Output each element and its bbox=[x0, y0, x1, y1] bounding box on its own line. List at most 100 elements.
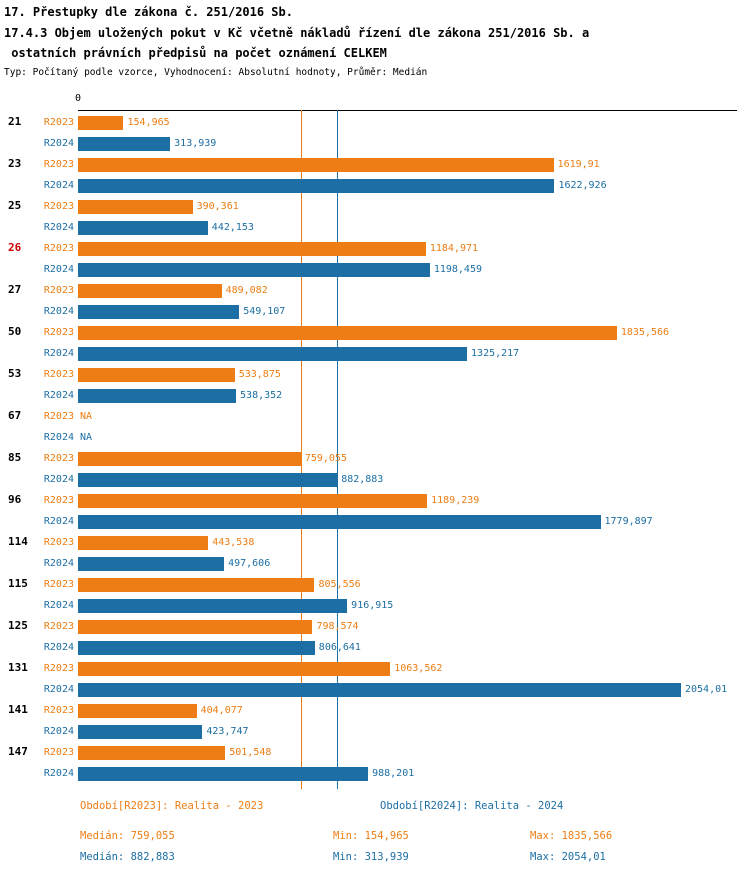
series-label-r2023: R2023 bbox=[43, 117, 74, 128]
value-label-21-r2023: 154,965 bbox=[127, 117, 170, 128]
report-title-line3: ostatních právních předpisů na počet ozn… bbox=[4, 46, 387, 60]
series-label-r2023: R2023 bbox=[43, 621, 74, 632]
series-label-r2024: R2024 bbox=[43, 726, 74, 737]
series-label-r2024: R2024 bbox=[43, 684, 74, 695]
value-label-114-r2024: 497,606 bbox=[228, 558, 271, 569]
stat-min-2023: Min: 154,965 bbox=[333, 830, 409, 842]
category-label-67: 67 bbox=[8, 409, 22, 422]
value-label-114-r2023: 443,538 bbox=[212, 537, 255, 548]
series-label-r2024: R2024 bbox=[43, 768, 74, 779]
chart-row-27-r2024: R2024 549,107 bbox=[0, 301, 750, 322]
bar-147-r2024 bbox=[78, 766, 369, 781]
chart-row-25-r2023: 25 R2023 390,361 bbox=[0, 196, 750, 217]
chart-row-131-r2023: 131 R2023 1063,562 bbox=[0, 658, 750, 679]
value-label-85-r2024: 882,883 bbox=[341, 474, 384, 485]
stat-max-2024: Max: 2054,01 bbox=[530, 851, 606, 863]
chart-row-21-r2023: 21 R2023 154,965 bbox=[0, 112, 750, 133]
series-label-r2024: R2024 bbox=[43, 390, 74, 401]
value-label-50-r2024: 1325,217 bbox=[471, 348, 520, 359]
bar-115-r2024 bbox=[78, 598, 348, 613]
value-label-27-r2023: 489,082 bbox=[225, 285, 268, 296]
bar-115-r2023 bbox=[78, 577, 315, 592]
bar-25-r2023 bbox=[78, 199, 193, 214]
value-label-53-r2023: 533,875 bbox=[238, 369, 281, 380]
bar-53-r2024 bbox=[78, 388, 237, 403]
chart-row-85-r2024: R2024 882,883 bbox=[0, 469, 750, 490]
chart-row-115-r2023: 115 R2023 805,556 bbox=[0, 574, 750, 595]
series-label-r2024: R2024 bbox=[43, 264, 74, 275]
value-label-131-r2023: 1063,562 bbox=[394, 663, 443, 674]
series-label-r2023: R2023 bbox=[43, 243, 74, 254]
value-label-25-r2024: 442,153 bbox=[211, 222, 254, 233]
category-label-125: 125 bbox=[8, 619, 28, 632]
value-label-115-r2024: 916,915 bbox=[351, 600, 394, 611]
report-title-line2: 17.4.3 Objem uložených pokut v Kč včetně… bbox=[4, 26, 590, 40]
chart-row-27-r2023: 27 R2023 489,082 bbox=[0, 280, 750, 301]
value-label-147-r2023: 501,548 bbox=[229, 747, 272, 758]
value-label-141-r2024: 423,747 bbox=[206, 726, 249, 737]
chart-row-50-r2023: 50 R2023 1835,566 bbox=[0, 322, 750, 343]
category-label-96: 96 bbox=[8, 493, 22, 506]
category-label-21: 21 bbox=[8, 115, 22, 128]
series-label-r2024: R2024 bbox=[43, 474, 74, 485]
bar-25-r2024 bbox=[78, 220, 208, 235]
chart-row-147-r2023: 147 R2023 501,548 bbox=[0, 742, 750, 763]
bar-125-r2023 bbox=[78, 619, 313, 634]
series-label-r2024: R2024 bbox=[43, 516, 74, 527]
report-title-line1: 17. Přestupky dle zákona č. 251/2016 Sb. bbox=[4, 5, 293, 19]
chart-row-85-r2023: 85 R2023 759,055 bbox=[0, 448, 750, 469]
bar-141-r2023 bbox=[78, 703, 197, 718]
series-label-r2023: R2023 bbox=[43, 411, 74, 422]
bar-50-r2023 bbox=[78, 325, 617, 340]
value-label-115-r2023: 805,556 bbox=[318, 579, 361, 590]
value-label-147-r2024: 988,201 bbox=[372, 768, 415, 779]
bar-141-r2024 bbox=[78, 724, 203, 739]
value-label-96-r2024: 1779,897 bbox=[604, 516, 653, 527]
series-label-r2023: R2023 bbox=[43, 369, 74, 380]
category-label-85: 85 bbox=[8, 451, 22, 464]
bar-27-r2024 bbox=[78, 304, 240, 319]
chart-row-96-r2023: 96 R2023 1189,239 bbox=[0, 490, 750, 511]
bar-21-r2024 bbox=[78, 136, 171, 151]
chart-row-67-r2023: 67 R2023 NA bbox=[0, 406, 750, 427]
chart-row-114-r2023: 114 R2023 443,538 bbox=[0, 532, 750, 553]
bar-26-r2024 bbox=[78, 262, 430, 277]
legend-2024: Období[R2024]: Realita - 2024 bbox=[380, 800, 564, 812]
series-label-r2024: R2024 bbox=[43, 306, 74, 317]
category-label-23: 23 bbox=[8, 157, 22, 170]
stat-median-2024: Medián: 882,883 bbox=[80, 851, 175, 863]
bar-85-r2024 bbox=[78, 472, 338, 487]
chart-row-53-r2023: 53 R2023 533,875 bbox=[0, 364, 750, 385]
category-label-147: 147 bbox=[8, 745, 28, 758]
bar-96-r2024 bbox=[78, 514, 601, 529]
stat-min-2024: Min: 313,939 bbox=[333, 851, 409, 863]
bar-96-r2023 bbox=[78, 493, 428, 508]
value-label-131-r2024: 2054,01 bbox=[685, 684, 728, 695]
series-label-r2024: R2024 bbox=[43, 558, 74, 569]
category-label-141: 141 bbox=[8, 703, 28, 716]
value-label-125-r2023: 798,574 bbox=[316, 621, 359, 632]
value-label-53-r2024: 538,352 bbox=[240, 390, 283, 401]
series-label-r2023: R2023 bbox=[43, 747, 74, 758]
stat-median-2023: Medián: 759,055 bbox=[80, 830, 175, 842]
chart-row-131-r2024: R2024 2054,01 bbox=[0, 679, 750, 700]
chart-row-141-r2024: R2024 423,747 bbox=[0, 721, 750, 742]
category-label-131: 131 bbox=[8, 661, 28, 674]
series-label-r2024: R2024 bbox=[43, 432, 74, 443]
chart-row-26-r2023: 26 R2023 1184,971 bbox=[0, 238, 750, 259]
value-label-26-r2023: 1184,971 bbox=[429, 243, 479, 254]
bar-114-r2023 bbox=[78, 535, 209, 550]
value-label-21-r2024: 313,939 bbox=[174, 138, 217, 149]
series-label-r2023: R2023 bbox=[43, 159, 74, 170]
value-label-50-r2023: 1835,566 bbox=[620, 327, 670, 338]
series-label-r2023: R2023 bbox=[43, 579, 74, 590]
na-label-67-r2024: NA bbox=[80, 432, 93, 443]
chart-row-114-r2024: R2024 497,606 bbox=[0, 553, 750, 574]
value-label-23-r2024: 1622,926 bbox=[558, 180, 607, 191]
series-label-r2023: R2023 bbox=[43, 663, 74, 674]
legend-2023: Období[R2023]: Realita - 2023 bbox=[80, 800, 264, 812]
value-label-27-r2024: 549,107 bbox=[243, 306, 286, 317]
category-label-115: 115 bbox=[8, 577, 28, 590]
series-label-r2024: R2024 bbox=[43, 138, 74, 149]
